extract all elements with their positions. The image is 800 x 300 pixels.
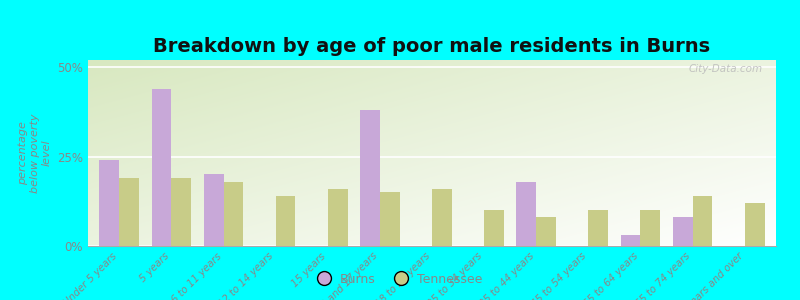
Bar: [432, 189, 452, 246]
Bar: [328, 189, 347, 246]
Bar: [588, 210, 608, 246]
Bar: [484, 210, 504, 246]
Text: City-Data.com: City-Data.com: [688, 64, 762, 74]
Bar: [621, 235, 641, 246]
Bar: [693, 196, 713, 246]
Bar: [536, 218, 556, 246]
Bar: [119, 178, 139, 246]
Title: Breakdown by age of poor male residents in Burns: Breakdown by age of poor male residents …: [154, 37, 710, 56]
Bar: [171, 178, 191, 246]
Y-axis label: percentage
below poverty
level: percentage below poverty level: [18, 113, 51, 193]
Bar: [673, 218, 693, 246]
Bar: [204, 175, 223, 246]
Bar: [360, 110, 380, 246]
Bar: [99, 160, 119, 246]
Bar: [745, 203, 765, 246]
Legend: Burns, Tennessee: Burns, Tennessee: [313, 268, 487, 291]
Bar: [151, 88, 171, 246]
Bar: [223, 182, 243, 246]
Bar: [380, 192, 400, 246]
Bar: [641, 210, 660, 246]
Bar: [276, 196, 295, 246]
Bar: [517, 182, 536, 246]
